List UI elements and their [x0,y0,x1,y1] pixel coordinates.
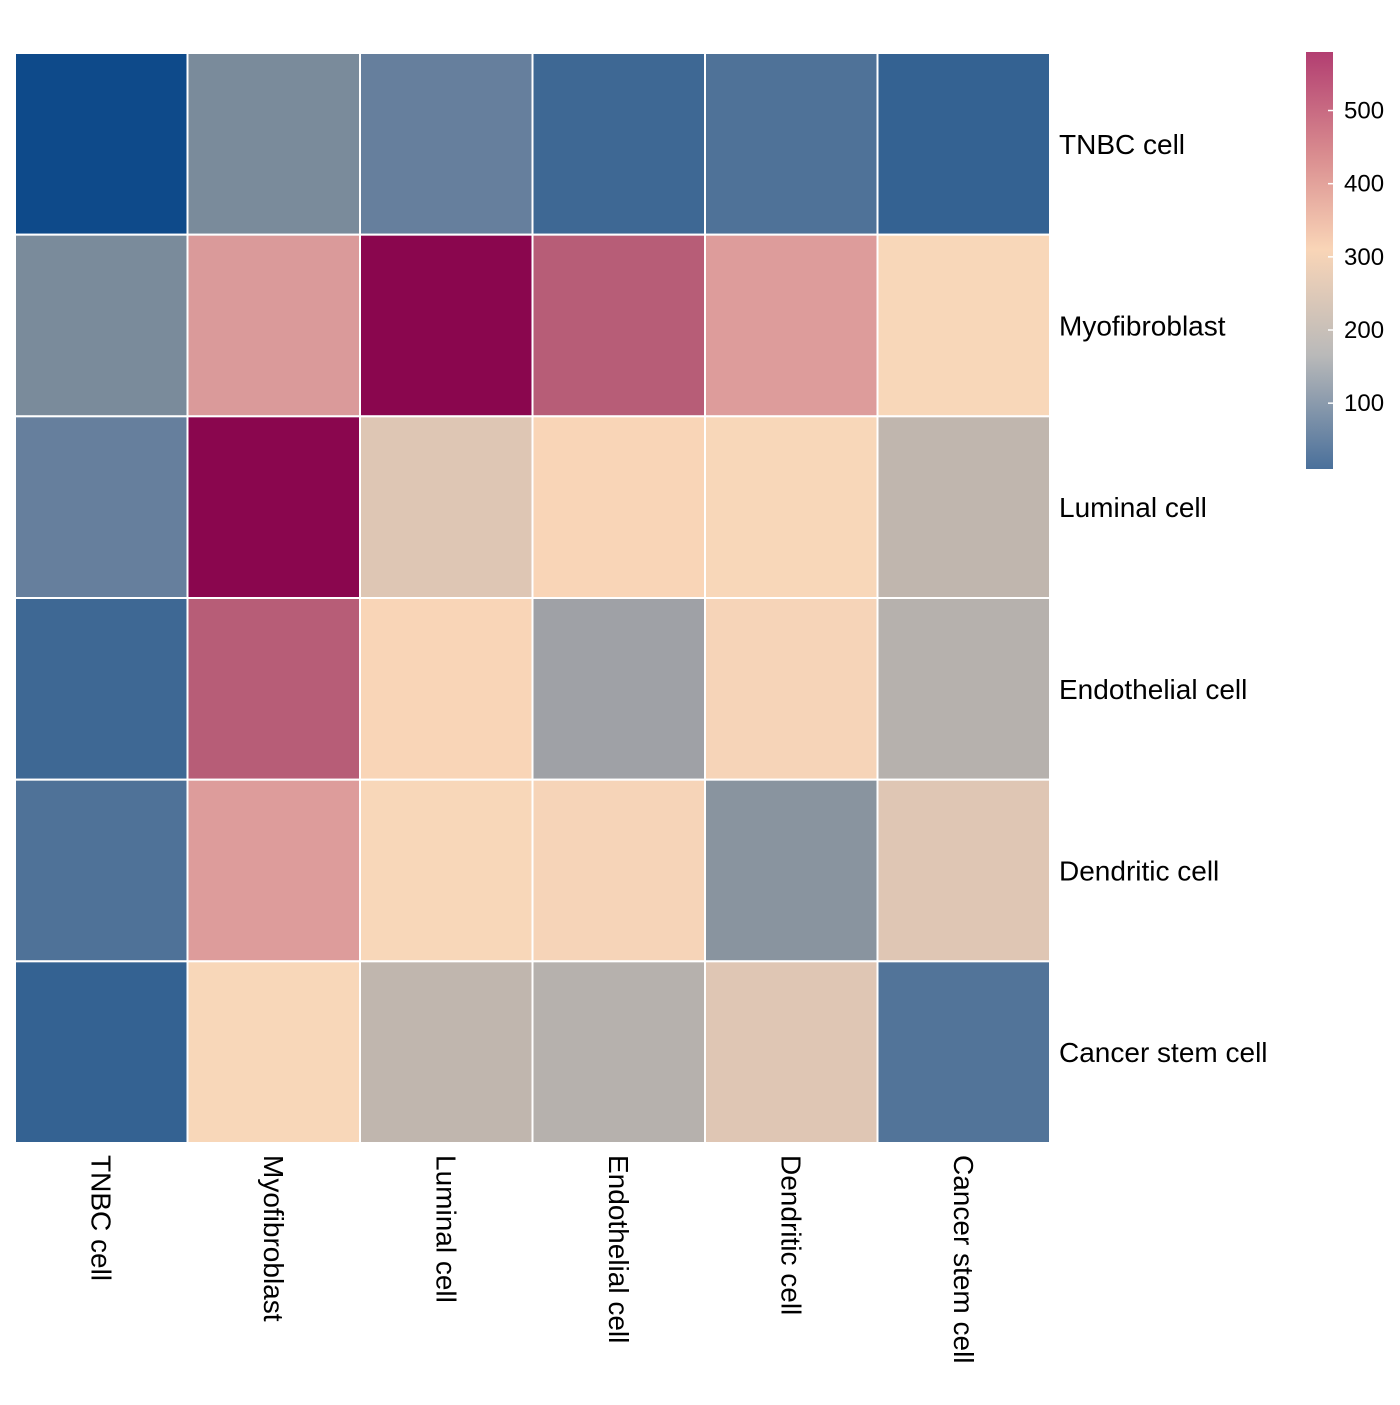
row-label: Luminal cell [1059,492,1207,523]
heatmap-cell [704,52,879,236]
colorbar-tick-label: 400 [1344,171,1384,198]
heatmap-cell [14,778,189,963]
heatmap-cell [14,597,189,781]
heatmap-cell [531,960,706,1144]
heatmap-cell [704,415,879,600]
row-label: Dendritic cell [1059,856,1219,887]
heatmap-cells [14,52,1051,1144]
row-label: TNBC cell [1059,129,1185,160]
column-label: Endothelial cell [603,1155,634,1343]
heatmap-cell [876,233,1051,418]
heatmap-cell [186,415,361,600]
heatmap-cell [704,597,879,781]
heatmap-cell [359,233,534,418]
colorbar [1306,52,1333,469]
heatmap-cell [876,415,1051,600]
heatmap-cell [876,960,1051,1144]
heatmap-cell [531,597,706,781]
column-label: Dendritic cell [775,1155,806,1315]
heatmap-cell [186,233,361,418]
row-labels: TNBC cell Myofibroblast Luminal cell Endoth… [1059,129,1268,1068]
column-label: Myofibroblast [258,1155,289,1322]
heatmap-cell [531,233,706,418]
column-label: Cancer stem cell [948,1155,979,1364]
colorbar-tick-label: 100 [1344,390,1384,417]
heatmap-cell [186,778,361,963]
column-label: Luminal cell [430,1155,461,1303]
heatmap-cell [876,597,1051,781]
heatmap-cell [14,233,189,418]
heatmap-cell [14,960,189,1144]
column-labels: TNBC cell Myofibroblast Luminal cell Endoth… [85,1155,979,1364]
heatmap-cell [14,52,189,236]
colorbar-tick-label: 200 [1344,317,1384,344]
heatmap-cell [14,415,189,600]
heatmap-cell [186,960,361,1144]
colorbar-tick-label: 300 [1344,244,1384,271]
heatmap-cell [359,778,534,963]
heatmap-cell [704,960,879,1144]
heatmap-cell [876,52,1051,236]
heatmap-cell [531,415,706,600]
heatmap-cell [186,597,361,781]
heatmap-cell [704,778,879,963]
heatmap-cell [704,233,879,418]
row-label: Myofibroblast [1059,311,1226,342]
heatmap-cell [359,415,534,600]
color-legend: 100 200 300 400 500 [1306,52,1384,469]
heatmap-cell [531,778,706,963]
column-label: TNBC cell [85,1155,116,1281]
heatmap-cell [359,597,534,781]
heatmap-cell [359,960,534,1144]
heatmap-cell [876,778,1051,963]
heatmap-cell [186,52,361,236]
row-label: Cancer stem cell [1059,1037,1268,1068]
heatmap-cell [359,52,534,236]
colorbar-tick-label: 500 [1344,98,1384,125]
heatmap-cell [531,52,706,236]
row-label: Endothelial cell [1059,674,1247,705]
